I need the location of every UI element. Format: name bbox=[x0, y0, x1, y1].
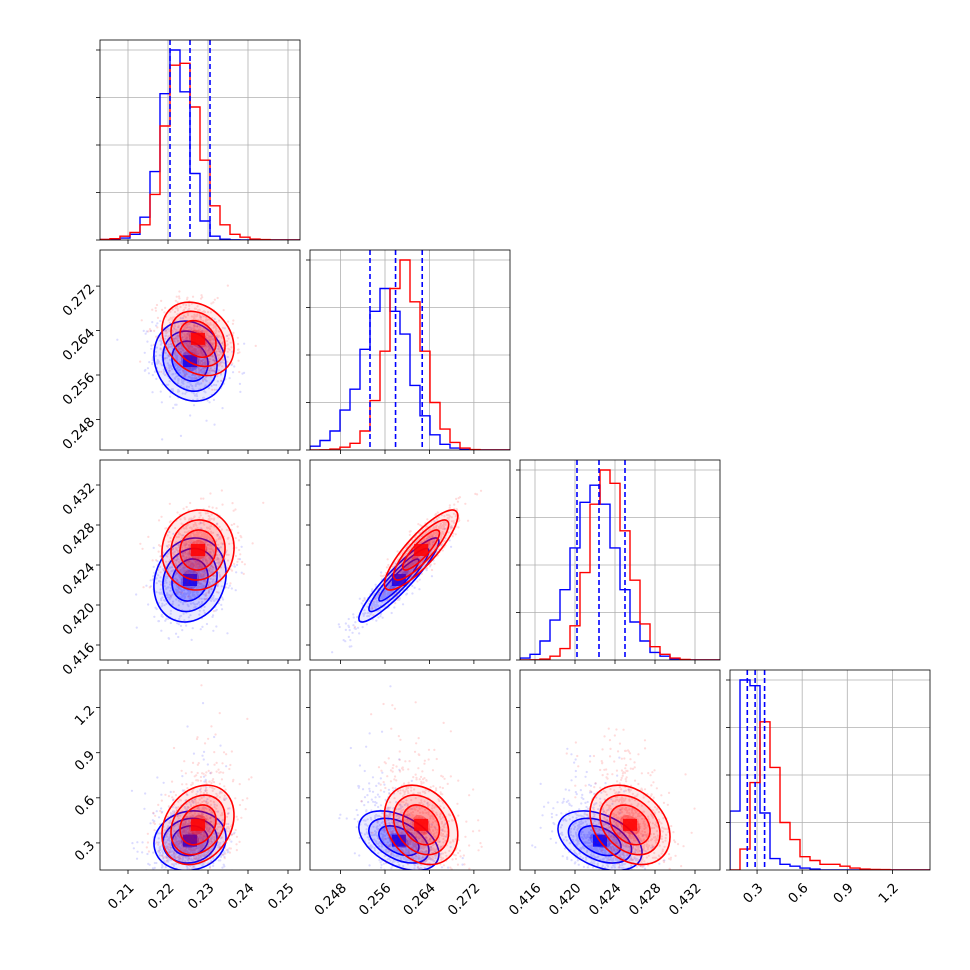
x-tick-label: 0.21 bbox=[105, 880, 138, 913]
panel-0-0 bbox=[96, 39, 301, 244]
density-peak-series-1 bbox=[191, 544, 205, 556]
y-tick-label: 0.256 bbox=[60, 370, 99, 409]
density-peak-series-0 bbox=[391, 834, 406, 847]
y-tick-label: 0.420 bbox=[60, 600, 99, 639]
x-tick-label: 0.23 bbox=[185, 880, 218, 913]
histogram-series-0 bbox=[730, 679, 930, 870]
histogram-series-1 bbox=[520, 469, 720, 660]
histogram-series-0 bbox=[100, 49, 300, 240]
panel-2-2 bbox=[516, 459, 721, 664]
y-tick-label: 0.432 bbox=[60, 480, 99, 519]
y-tick-label: 0.424 bbox=[60, 560, 99, 599]
x-tick-label: 0.264 bbox=[400, 880, 439, 919]
x-tick-label: 0.420 bbox=[546, 880, 585, 919]
y-tick-label: 0.248 bbox=[60, 414, 99, 453]
panel-frame bbox=[99, 39, 301, 241]
x-tick-label: 0.24 bbox=[225, 880, 258, 913]
y-tick-label: 0.264 bbox=[60, 325, 99, 364]
density-peak-series-1 bbox=[414, 818, 429, 831]
y-tick-label: 0.9 bbox=[72, 748, 99, 775]
histogram-series-0 bbox=[310, 287, 510, 450]
density-peak-series-1 bbox=[191, 332, 205, 345]
y-tick-label: 0.6 bbox=[72, 793, 99, 820]
panel-3-3: 0.3 0.6 0.9 1.2 bbox=[726, 669, 931, 907]
x-tick-label: 0.428 bbox=[626, 880, 665, 919]
panel-1-1 bbox=[306, 249, 511, 454]
panel-frame bbox=[729, 669, 931, 871]
density-peak-series-1 bbox=[623, 818, 637, 831]
x-tick-label: 1.2 bbox=[875, 880, 902, 907]
panel-frame bbox=[309, 249, 511, 451]
x-tick-label: 0.272 bbox=[445, 880, 484, 919]
panel-3-2: 0.416 0.420 0.424 0.428 0.432 bbox=[506, 669, 721, 919]
x-tick-label: 0.22 bbox=[145, 880, 178, 913]
panel-frame bbox=[519, 669, 721, 871]
panel-frame bbox=[99, 249, 301, 451]
panel-2-1 bbox=[306, 459, 511, 664]
density-peak-series-1 bbox=[414, 544, 429, 556]
x-tick-label: 0.432 bbox=[666, 880, 705, 919]
y-tick-label: 0.272 bbox=[60, 281, 99, 320]
panel-frame bbox=[99, 669, 301, 871]
histogram-series-1 bbox=[310, 259, 510, 450]
panel-1-0: 0.248 0.256 0.264 0.272 bbox=[60, 249, 301, 454]
x-tick-label: 0.424 bbox=[586, 880, 625, 919]
x-tick-label: 0.6 bbox=[785, 880, 812, 907]
y-tick-label: 0.416 bbox=[60, 640, 99, 679]
y-tick-label: 0.428 bbox=[60, 520, 99, 559]
x-tick-label: 0.416 bbox=[506, 880, 545, 919]
x-tick-label: 0.9 bbox=[830, 880, 857, 907]
x-tick-label: 0.248 bbox=[311, 880, 350, 919]
density-peak-series-1 bbox=[191, 818, 205, 831]
x-tick-label: 0.25 bbox=[265, 880, 298, 913]
panel-frame bbox=[309, 669, 511, 871]
x-tick-label: 0.3 bbox=[740, 880, 767, 907]
panel-frame bbox=[519, 459, 721, 661]
panel-3-0: 0.21 0.22 0.23 0.24 0.25 0.3 0.6 0.9 1.2 bbox=[72, 669, 301, 913]
x-tick-label: 0.256 bbox=[356, 880, 395, 919]
panel-frame bbox=[99, 459, 301, 661]
y-tick-label: 1.2 bbox=[72, 702, 99, 729]
panel-3-1: 0.248 0.256 0.264 0.272 bbox=[306, 669, 511, 919]
panel-frame bbox=[309, 459, 511, 661]
y-tick-label: 0.3 bbox=[72, 838, 99, 865]
